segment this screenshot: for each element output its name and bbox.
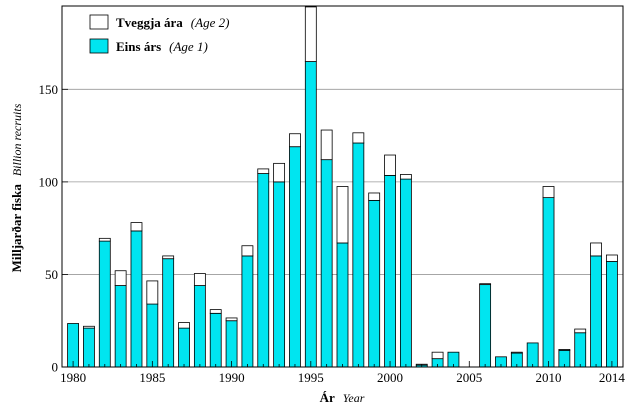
bar-age2-2008 xyxy=(510,351,523,354)
bar-age1-1986 xyxy=(162,258,175,368)
bar-age2-2011 xyxy=(558,349,571,351)
bar-age2-1999 xyxy=(368,192,381,201)
bar-age1-1988 xyxy=(193,285,206,368)
bar-age1-2012 xyxy=(574,332,587,368)
bar-age1-2010 xyxy=(542,197,555,368)
bar-age2-1995 xyxy=(304,6,317,62)
x-tick-label: 2010 xyxy=(536,370,562,385)
bar-age1-1980 xyxy=(67,323,79,368)
bar-age2-1984 xyxy=(130,222,143,232)
bar-age1-1996 xyxy=(320,159,333,368)
bar-age2-2003 xyxy=(431,351,444,360)
bar-age2-1991 xyxy=(241,245,254,257)
legend-swatch-age2 xyxy=(89,14,109,30)
bar-age2-1990 xyxy=(225,317,238,322)
bar-age1-1985 xyxy=(146,303,159,368)
bar-age1-1994 xyxy=(289,146,301,368)
legend-label-age2: Tveggja ára (Age 2) xyxy=(116,14,229,31)
y-axis-ticks: 0 50 100 150 xyxy=(39,82,68,375)
bar-age1-2014 xyxy=(606,261,618,368)
bar-age1-1992 xyxy=(257,173,270,368)
y-tick-label: 150 xyxy=(39,82,59,97)
bar-age1-1999 xyxy=(368,199,381,368)
bar-age1-1983 xyxy=(114,285,127,368)
bar-age2-2001 xyxy=(399,174,412,180)
bar-age1-1991 xyxy=(241,255,254,368)
bar-age1-1990 xyxy=(225,320,238,368)
bar-age2-1986 xyxy=(162,255,175,260)
x-tick-label: 1980 xyxy=(60,370,86,385)
bar-age1-1987 xyxy=(178,327,190,368)
x-tick-label: 1985 xyxy=(139,370,165,385)
bar-age2-1985 xyxy=(146,280,159,305)
y-tick-label: 0 xyxy=(52,360,59,375)
x-tick-label: 1995 xyxy=(298,370,324,385)
bar-age2-2014 xyxy=(606,254,618,262)
bar-age2-1983 xyxy=(114,270,127,286)
bar-age1-1989 xyxy=(209,312,222,368)
bar-age1-2001 xyxy=(399,178,412,368)
bar-age2-1996 xyxy=(320,129,333,161)
bar-age1-2013 xyxy=(590,255,602,368)
y-axis-title: Milljarðar fiska Billion recruits xyxy=(8,103,25,272)
x-tick-label: 2005 xyxy=(456,370,482,385)
bar-age2-1987 xyxy=(178,322,190,329)
x-axis-ticks: 1980 1985 1990 1995 2000 2005 2010 2014 xyxy=(60,361,625,385)
bar-age2-2013 xyxy=(590,242,602,257)
x-axis-title: Ár Year xyxy=(320,389,365,405)
bar-age1-2006 xyxy=(479,284,492,368)
bar-age2-1982 xyxy=(98,237,111,242)
bar-age1-2009 xyxy=(526,342,539,368)
x-tick-label: 1990 xyxy=(219,370,245,385)
bar-age2-1997 xyxy=(336,186,349,244)
bar-age2-2000 xyxy=(384,154,396,176)
y-tick-label: 100 xyxy=(39,174,59,189)
bar-age2-1988 xyxy=(193,273,206,286)
bar-age2-1989 xyxy=(209,309,222,314)
x-tick-label: 2014 xyxy=(599,370,626,385)
bar-age1-1995 xyxy=(304,61,317,368)
bar-age2-1993 xyxy=(273,162,286,183)
bar-age2-2012 xyxy=(574,328,587,334)
bar-age2-1981 xyxy=(83,325,95,329)
bar-age1-1993 xyxy=(273,181,286,368)
bars-group xyxy=(67,6,618,368)
legend-label-age1: Eins árs (Age 1) xyxy=(116,38,208,55)
bar-age2-2006 xyxy=(479,283,492,286)
bar-age1-1998 xyxy=(352,142,365,368)
bar-age1-1984 xyxy=(130,230,143,368)
legend-swatch-age1 xyxy=(89,38,109,54)
y-tick-label: 50 xyxy=(45,267,58,282)
bar-age1-2000 xyxy=(384,174,396,368)
bar-age2-1998 xyxy=(352,132,365,144)
bar-age2-1992 xyxy=(257,168,270,174)
bar-age1-1982 xyxy=(98,240,111,368)
bar-age2-1994 xyxy=(289,133,301,148)
bar-age1-1981 xyxy=(83,327,95,368)
legend: Tveggja ára (Age 2) Eins árs (Age 1) xyxy=(89,14,229,55)
bar-age1-1997 xyxy=(336,242,349,368)
x-tick-label: 2000 xyxy=(377,370,403,385)
bar-age2-2010 xyxy=(542,186,555,199)
